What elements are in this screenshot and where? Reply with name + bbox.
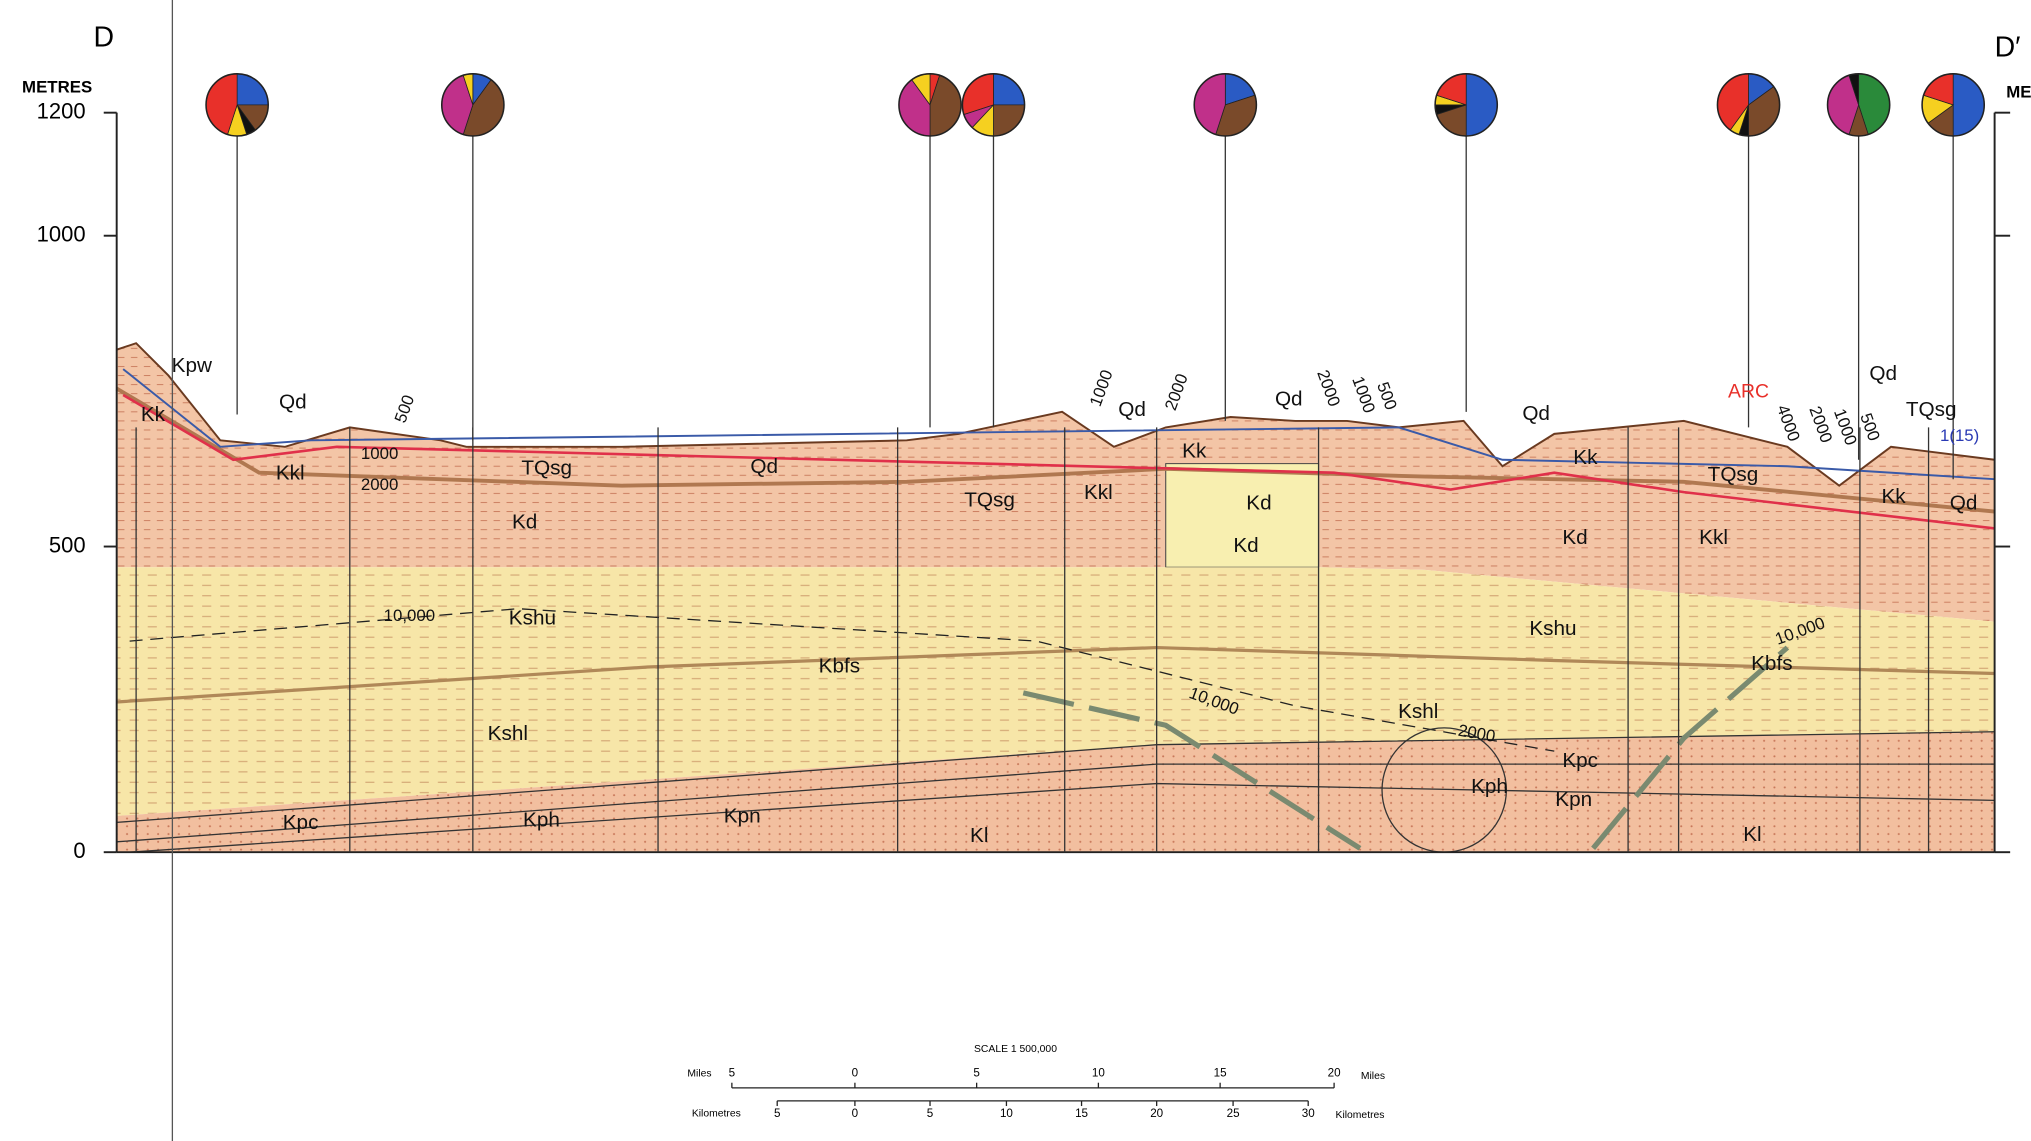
scale-tick-label: 15 <box>1075 1107 1088 1120</box>
scale-unit: Kilometres <box>1336 1110 1385 1121</box>
unit-label: Kshl <box>1398 700 1438 723</box>
unit-label: Kk <box>1182 439 1207 462</box>
scale-unit: Miles <box>687 1068 711 1079</box>
shale-unit <box>116 567 1995 816</box>
unit-label: TQsg <box>1708 463 1759 486</box>
unit-label: Kph <box>1471 775 1508 798</box>
pie-slice <box>1465 73 1498 137</box>
unit-label: 2000 <box>1805 404 1836 446</box>
pie-outline <box>898 73 962 137</box>
scale-tick-label: 30 <box>1302 1107 1315 1120</box>
pie-outline <box>961 73 1026 137</box>
axis-tick-label: 500 <box>49 532 86 557</box>
scale-tick-label: 10 <box>1000 1107 1013 1120</box>
unit-label: Kk <box>1881 485 1906 508</box>
pie-outline <box>1716 73 1781 137</box>
unit-label: Kpc <box>283 811 319 834</box>
unit-label: 2000 <box>1161 371 1192 413</box>
section-label: D′ <box>1995 32 2021 64</box>
unit-label: Kpn <box>1555 788 1592 811</box>
scale-tick-label: 5 <box>927 1107 933 1120</box>
unit-label: Qd <box>1522 402 1550 425</box>
unit-label: ARC <box>1728 381 1769 403</box>
unit-label: Kd <box>1233 534 1258 557</box>
unit-label: Kbfs <box>819 654 860 677</box>
unit-label: Qd <box>1118 398 1146 421</box>
unit-label: Qd <box>1869 362 1897 385</box>
unit-label: 1000 <box>1348 374 1379 416</box>
unit-label: Kl <box>970 824 988 847</box>
unit-label: Kpc <box>1562 749 1598 772</box>
unit-label: TQsg <box>521 456 572 479</box>
unit-label: Qd <box>279 390 307 413</box>
scale-tick-label: 0 <box>852 1107 859 1120</box>
axis-tick-label: 0 <box>73 838 85 863</box>
scale-unit: Miles <box>1361 1071 1385 1082</box>
unit-label: 1000 <box>361 444 398 463</box>
qd-base <box>115 386 1995 514</box>
pie-outline <box>205 73 269 137</box>
scale-tick-label: 10 <box>1092 1067 1105 1080</box>
unit-label: TQsg <box>1906 398 1957 421</box>
unit-label: 500 <box>391 392 418 425</box>
unit-label: Kshl <box>488 722 528 745</box>
unit-label: Kd <box>1562 526 1587 549</box>
unit-label: 2000 <box>1313 367 1344 409</box>
unit-label: Kk <box>1573 446 1598 469</box>
unit-label: Kd <box>512 511 537 534</box>
unit-label: TQsg <box>964 489 1015 512</box>
surface <box>116 342 1995 487</box>
unit-label: 1000 <box>1086 367 1117 409</box>
axis-tick-label: 1200 <box>37 98 86 123</box>
dashed-contour <box>129 608 1555 752</box>
scale-tick-label: 5 <box>774 1107 780 1120</box>
scale-tick-label: 5 <box>729 1067 735 1080</box>
grey-fault <box>1022 690 1362 851</box>
unit-label: Kbfs <box>1751 652 1792 675</box>
unit-label: Qd <box>750 455 778 478</box>
unit-label: Kshu <box>1529 617 1576 640</box>
unit-label: 4000 <box>1773 402 1804 444</box>
pie-outline <box>1193 73 1258 137</box>
unit-label: Kph <box>523 809 560 832</box>
scale-tick-label: 25 <box>1227 1107 1240 1120</box>
unit-label: Kkl <box>276 461 305 484</box>
scale-tick-label: 5 <box>973 1067 979 1080</box>
unit-label: Qd <box>1275 388 1303 411</box>
scale-tick-label: 15 <box>1214 1067 1227 1080</box>
pie-outline <box>440 73 505 137</box>
pie-outline <box>1434 73 1499 137</box>
unit-label: Kshu <box>509 607 556 630</box>
unit-label: Qd <box>1950 491 1978 514</box>
unit-label: Kpw <box>172 354 213 377</box>
unit-label: Kkl <box>1699 526 1728 549</box>
unit-label: 10,000 <box>384 606 435 625</box>
unit-label: 1000 <box>1830 406 1861 448</box>
axis-title: METRES <box>2006 83 2031 102</box>
unit-label: 2000 <box>361 475 398 494</box>
unit-label: 1(15) <box>1940 426 1979 445</box>
grey-fault <box>1591 645 1790 850</box>
upper-unit <box>116 343 1995 622</box>
scale-tick-label: 20 <box>1150 1107 1163 1120</box>
unit-label: Kk <box>141 403 166 426</box>
scale-title: SCALE 1 500,000 <box>974 1044 1057 1055</box>
scale-unit: Kilometres <box>692 1109 741 1120</box>
section-label: D <box>93 21 114 53</box>
layers <box>115 0 1996 1141</box>
pie-outline <box>1826 73 1891 137</box>
pie-slice <box>1952 73 1985 137</box>
unit-label: Kd <box>1246 491 1271 514</box>
unit-label: Kkl <box>1084 481 1113 504</box>
red-contact <box>122 393 1995 530</box>
scale-tick-label: 20 <box>1328 1067 1341 1080</box>
blue-contact <box>122 368 1995 481</box>
pie-outline <box>1921 73 1986 137</box>
unit-label: Kl <box>1743 823 1761 846</box>
unit-label: Kpn <box>724 805 761 828</box>
axis-tick-label: 1000 <box>37 222 86 247</box>
axis-title: METRES <box>22 78 92 97</box>
scale-tick-label: 0 <box>852 1067 859 1080</box>
